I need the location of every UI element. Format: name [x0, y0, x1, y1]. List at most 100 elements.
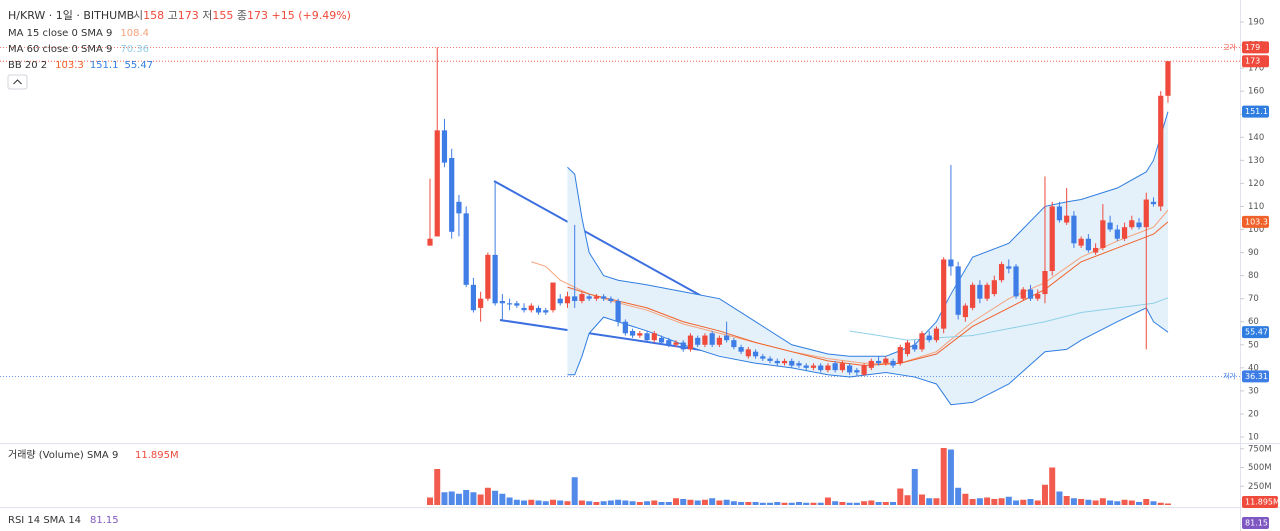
volume-bar	[1005, 496, 1012, 505]
legend-text: 158	[143, 9, 164, 22]
volume-bar	[890, 502, 897, 505]
volume-bar	[600, 501, 607, 505]
candle-body	[1042, 271, 1048, 295]
y-tick-label: 80	[1248, 271, 1259, 281]
collapse-button[interactable]	[7, 74, 28, 90]
candle-body	[492, 254, 498, 304]
volume-bar	[846, 502, 853, 505]
candle-body	[637, 333, 643, 336]
volume-bar	[897, 488, 904, 505]
y-tick-label: 140	[1248, 133, 1264, 143]
y-tick-label: 100	[1248, 225, 1264, 235]
volume-bar	[1121, 499, 1128, 505]
volume-bar	[477, 494, 484, 505]
y-tick-label: 750M	[1248, 444, 1272, 454]
reference-tag: 36.31	[1245, 372, 1268, 381]
indicator-line	[567, 307, 1169, 406]
candle-body	[818, 365, 824, 371]
legend-text: 155	[212, 9, 233, 22]
volume-bar	[933, 498, 940, 505]
legend-text: 173	[247, 9, 268, 22]
candle-body	[781, 360, 788, 364]
indicator-legend: BB 20 2	[8, 60, 47, 71]
candle-body	[543, 310, 549, 313]
candle-body	[601, 296, 607, 299]
candle-body	[977, 284, 983, 299]
candle-body	[847, 365, 853, 373]
candle-body	[434, 130, 440, 237]
candle-body	[1035, 294, 1041, 299]
y-tick-label: 190	[1248, 18, 1264, 28]
candle-body	[875, 360, 882, 364]
y-tick-label: 500M	[1248, 463, 1272, 473]
y-tick-label: 110	[1248, 202, 1264, 212]
candle-body	[586, 296, 592, 299]
y-tick-label: 20	[1248, 409, 1259, 419]
candle-body	[1121, 227, 1128, 239]
candle-body	[760, 356, 766, 359]
legend-text: 저	[202, 9, 212, 22]
volume-bar	[448, 491, 455, 505]
candle-body	[774, 360, 780, 364]
indicator-value: 55.47	[124, 60, 153, 71]
volume-bar	[861, 501, 868, 505]
candle-body	[752, 351, 759, 357]
volume-bar	[1157, 502, 1164, 505]
volume-bar	[716, 500, 723, 505]
candle-body	[955, 266, 961, 315]
volume-bar	[803, 502, 810, 505]
legend-text: 시	[133, 9, 143, 22]
volume-tag: 11.895M	[1245, 498, 1280, 507]
y-tick-label: 40	[1248, 363, 1259, 373]
volume-bar	[774, 502, 781, 505]
candle-body	[478, 298, 484, 308]
volume-bar	[730, 501, 737, 505]
candle-body	[745, 349, 751, 357]
candle-body	[550, 282, 556, 311]
candle-body	[1129, 220, 1135, 228]
candle-body	[666, 340, 672, 345]
candle-body	[897, 347, 903, 364]
candle-body	[1085, 238, 1091, 251]
volume-bar	[767, 502, 774, 505]
candle-body	[724, 335, 730, 341]
volume-bar	[651, 500, 658, 505]
volume-bar	[658, 502, 665, 505]
candle-body	[535, 307, 542, 313]
volume-bar	[1128, 500, 1135, 505]
candle-body	[680, 342, 686, 350]
indicator-tag: 55.47	[1245, 328, 1268, 337]
y-tick-label: 120	[1248, 179, 1264, 189]
candle-body	[608, 298, 614, 301]
volume-bar	[521, 500, 528, 505]
candle-body	[1107, 222, 1113, 230]
candle-body	[622, 321, 628, 334]
volume-bar	[955, 487, 962, 505]
volume-bar	[680, 499, 687, 505]
candle-body	[514, 303, 520, 306]
legend-text: 173	[178, 9, 199, 22]
y-tick-label: 60	[1248, 317, 1259, 327]
volume-bar	[528, 499, 535, 505]
y-tick-label: 170	[1248, 64, 1264, 74]
candle-body	[789, 360, 795, 366]
reference-label: 고가	[1223, 42, 1236, 51]
candle-body	[1013, 266, 1019, 297]
candle-body	[572, 296, 578, 301]
legend-text: 고	[168, 9, 178, 22]
indicator-line	[567, 111, 1169, 357]
volume-bar	[636, 502, 643, 505]
candle-body	[962, 305, 968, 318]
candle-body	[933, 328, 940, 341]
volume-bar	[723, 499, 730, 505]
volume-tag-bg	[1242, 496, 1278, 508]
indicator-value: 70.36	[120, 44, 149, 55]
candle-body	[615, 300, 621, 322]
volume-bar	[1099, 498, 1106, 505]
volume-bar	[759, 502, 766, 505]
volume-bar	[1049, 467, 1056, 505]
volume-bar	[593, 502, 600, 505]
volume-bar	[1136, 502, 1143, 505]
candle-body	[796, 363, 802, 366]
candle-body	[644, 333, 650, 341]
